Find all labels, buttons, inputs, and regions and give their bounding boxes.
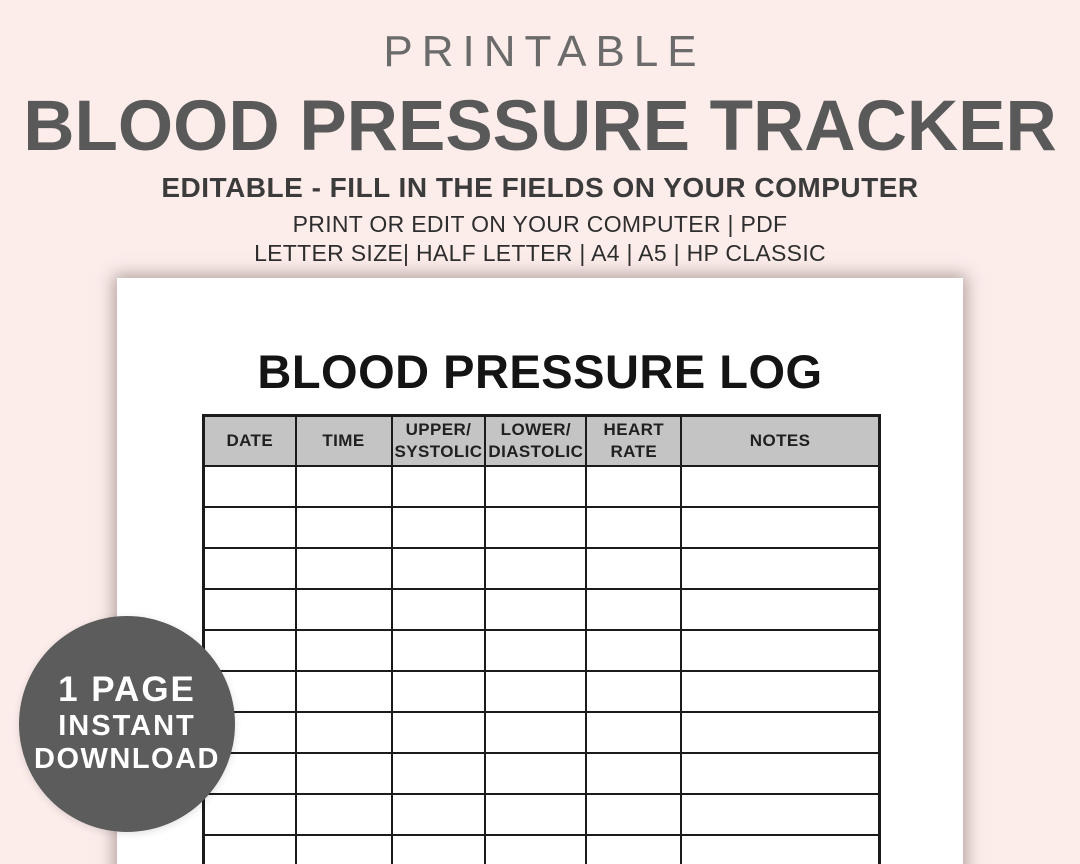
empty-cell-systolic [390,793,487,837]
eyebrow-text: PRINTABLE [383,27,706,76]
empty-cell-heart-rate [585,465,683,509]
table-row [202,834,881,864]
empty-cell-heart-rate [585,711,683,755]
empty-cell-systolic [390,834,487,864]
document-title: BLOOD PRESSURE LOG [257,345,823,398]
empty-cell-diastolic [484,629,588,673]
empty-cell-notes [680,465,881,509]
paper-mockup: BLOOD PRESSURE LOG DATE TIME UPPER/ SYSTOL… [117,278,963,864]
empty-cell-systolic [390,711,487,755]
empty-cell-notes [680,670,881,714]
empty-cell-notes [680,834,881,864]
table-row [202,793,881,837]
empty-cell-heart-rate [585,588,683,632]
empty-cell-date [202,629,297,673]
empty-cell-systolic [390,506,487,550]
empty-cell-diastolic [484,506,588,550]
empty-cell-systolic [390,547,487,591]
empty-cell-diastolic [484,588,588,632]
empty-cell-time [294,834,393,864]
empty-cell-heart-rate [585,629,683,673]
empty-cell-diastolic [484,547,588,591]
bp-table-body [202,465,881,864]
column-header-date: DATE [202,414,297,468]
empty-cell-notes [680,588,881,632]
badge-download-label: DOWNLOAD [34,743,220,776]
empty-cell-heart-rate [585,834,683,864]
empty-cell-diastolic [484,793,588,837]
empty-cell-notes [680,752,881,796]
badge-instant-label: INSTANT [58,709,196,742]
empty-cell-notes [680,711,881,755]
table-row [202,465,881,509]
empty-cell-date [202,793,297,837]
instant-download-badge: 1 PAGE INSTANT DOWNLOAD [19,616,235,832]
format-info-line: PRINT OR EDIT ON YOUR COMPUTER | PDF [292,211,788,237]
empty-cell-time [294,465,393,509]
empty-cell-diastolic [484,465,588,509]
table-row [202,547,881,591]
column-header-diastolic: LOWER/ DIASTOLIC [484,414,588,468]
empty-cell-time [294,547,393,591]
empty-cell-time [294,506,393,550]
empty-cell-date [202,547,297,591]
empty-cell-heart-rate [585,752,683,796]
table-row [202,588,881,632]
table-row [202,752,881,796]
empty-cell-time [294,670,393,714]
empty-cell-systolic [390,465,487,509]
column-header-time: TIME [294,414,393,468]
table-row [202,670,881,714]
empty-cell-diastolic [484,711,588,755]
empty-cell-time [294,711,393,755]
bp-table-header-row: DATE TIME UPPER/ SYSTOLIC LOWER/ DIASTOLIC H… [202,414,881,468]
empty-cell-systolic [390,752,487,796]
empty-cell-notes [680,506,881,550]
table-row [202,711,881,755]
empty-cell-systolic [390,588,487,632]
blood-pressure-log-table: DATE TIME UPPER/ SYSTOLIC LOWER/ DIASTOLIC H… [202,414,881,864]
empty-cell-date [202,506,297,550]
column-header-heart-rate: HEART RATE [585,414,683,468]
empty-cell-date [202,465,297,509]
empty-cell-date [202,834,297,864]
empty-cell-time [294,752,393,796]
empty-cell-notes [680,547,881,591]
empty-cell-notes [680,793,881,837]
empty-cell-time [294,629,393,673]
empty-cell-notes [680,629,881,673]
column-header-notes: NOTES [680,414,881,468]
badge-page-count: 1 PAGE [58,670,196,710]
empty-cell-diastolic [484,752,588,796]
empty-cell-time [294,588,393,632]
empty-cell-diastolic [484,670,588,714]
empty-cell-time [294,793,393,837]
table-row [202,506,881,550]
empty-cell-heart-rate [585,506,683,550]
empty-cell-date [202,588,297,632]
empty-cell-systolic [390,670,487,714]
column-header-systolic: UPPER/ SYSTOLIC [390,414,487,468]
empty-cell-heart-rate [585,670,683,714]
sizes-info-line: LETTER SIZE| HALF LETTER | A4 | A5 | HP … [254,240,826,266]
empty-cell-heart-rate [585,547,683,591]
empty-cell-systolic [390,629,487,673]
empty-cell-heart-rate [585,793,683,837]
empty-cell-diastolic [484,834,588,864]
table-row [202,629,881,673]
product-title: BLOOD PRESSURE TRACKER [23,87,1057,166]
editable-subtitle: EDITABLE - FILL IN THE FIELDS ON YOUR CO… [161,172,919,203]
